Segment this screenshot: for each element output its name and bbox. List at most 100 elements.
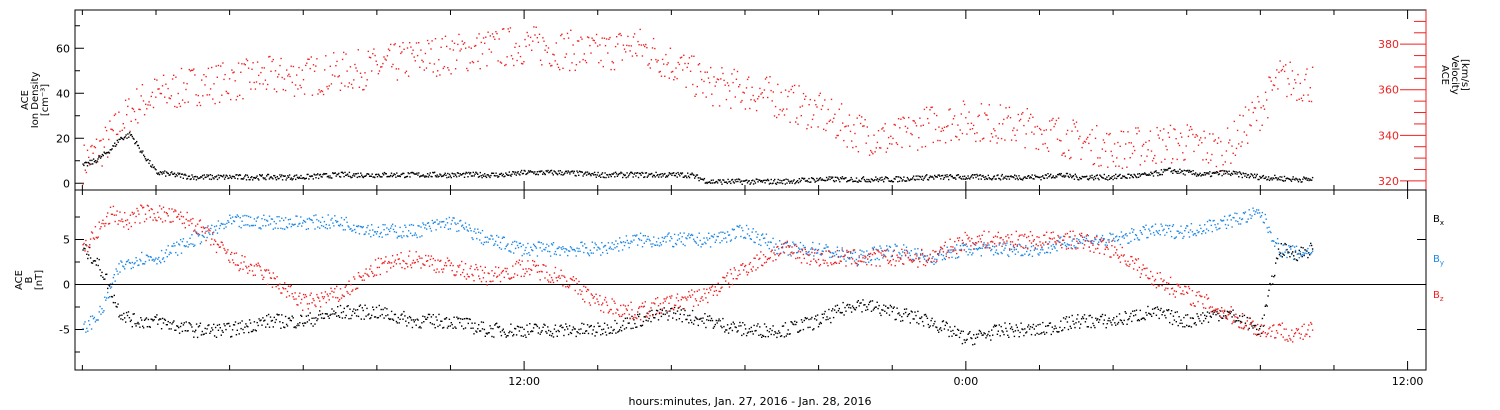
density-point xyxy=(332,172,334,174)
by-point xyxy=(711,235,714,238)
velocity-point xyxy=(601,37,603,39)
density-point xyxy=(179,172,181,175)
bx-point xyxy=(1266,305,1268,307)
by-point xyxy=(921,254,924,256)
bx-point xyxy=(250,330,253,333)
by-point xyxy=(292,224,294,226)
bx-point xyxy=(746,332,749,334)
by-point xyxy=(890,255,893,258)
velocity-point xyxy=(253,81,255,84)
density-point xyxy=(466,172,468,174)
by-point xyxy=(1037,253,1039,255)
bx-point xyxy=(801,321,804,323)
velocity-point xyxy=(745,87,748,89)
density-point xyxy=(1092,177,1094,179)
bx-point xyxy=(331,308,333,310)
density-point xyxy=(703,177,706,180)
velocity-point xyxy=(721,67,723,69)
velocity-point xyxy=(134,118,137,121)
density-point xyxy=(283,175,285,177)
velocity-point xyxy=(463,42,466,44)
density-point xyxy=(1089,175,1091,177)
bx-point xyxy=(570,332,573,335)
velocity-point xyxy=(666,63,668,66)
velocity-point xyxy=(629,50,631,52)
bx-point xyxy=(872,309,875,311)
density-point xyxy=(922,179,924,181)
bx-point xyxy=(618,330,620,332)
bx-point xyxy=(932,325,934,327)
density-point xyxy=(1249,175,1251,178)
by-point xyxy=(797,247,800,249)
bx-point xyxy=(1162,311,1164,313)
by-point xyxy=(462,226,465,229)
bx-point xyxy=(216,324,219,326)
bx-point xyxy=(184,330,186,332)
by-point xyxy=(314,228,316,230)
density-point xyxy=(899,176,902,179)
by-point xyxy=(915,252,917,255)
by-point xyxy=(891,255,893,257)
bx-point xyxy=(551,332,554,335)
velocity-point xyxy=(1085,138,1088,140)
velocity-point xyxy=(121,129,123,131)
bx-point xyxy=(92,260,95,262)
by-point xyxy=(296,215,298,217)
density-point xyxy=(1267,176,1270,178)
density-point xyxy=(670,172,672,175)
bx-point xyxy=(236,329,238,331)
velocity-point xyxy=(867,135,870,137)
density-point xyxy=(914,179,916,181)
density-point xyxy=(215,176,217,178)
velocity-point xyxy=(1024,147,1026,149)
by-point xyxy=(839,256,841,258)
bx-point xyxy=(974,343,976,345)
by-point xyxy=(858,256,860,259)
velocity-point xyxy=(232,72,234,74)
density-point xyxy=(310,175,312,178)
bx-point xyxy=(679,313,681,315)
velocity-point xyxy=(1160,161,1163,163)
density-point xyxy=(1159,173,1162,176)
density-point xyxy=(240,178,242,180)
density-point xyxy=(996,174,998,177)
density-point xyxy=(171,171,173,173)
density-point xyxy=(706,182,708,185)
density-point xyxy=(99,155,101,157)
bx-point xyxy=(624,317,627,320)
by-point xyxy=(967,254,969,256)
velocity-point xyxy=(466,67,468,70)
density-point xyxy=(1272,177,1274,179)
by-point xyxy=(583,251,585,254)
by-point xyxy=(859,249,861,251)
velocity-point xyxy=(312,64,315,66)
velocity-point xyxy=(574,69,576,71)
bx-point xyxy=(82,249,84,251)
velocity-point xyxy=(786,108,788,110)
velocity-point xyxy=(885,151,887,153)
bx-point xyxy=(753,324,755,327)
velocity-point xyxy=(741,99,743,102)
bx-point xyxy=(344,317,346,319)
bx-point xyxy=(160,318,162,320)
by-point xyxy=(683,232,685,234)
bx-point xyxy=(297,323,299,325)
velocity-point xyxy=(258,74,260,77)
velocity-point xyxy=(579,61,581,63)
by-point xyxy=(125,261,128,263)
bx-point xyxy=(899,314,901,316)
velocity-point xyxy=(576,40,579,42)
velocity-point xyxy=(1192,133,1194,136)
density-point xyxy=(84,162,86,164)
density-point xyxy=(917,175,919,177)
density-point xyxy=(402,172,404,174)
velocity-point xyxy=(1298,98,1300,100)
density-point xyxy=(1269,178,1272,180)
velocity-point xyxy=(496,32,498,35)
by-point xyxy=(540,242,542,244)
by-point xyxy=(768,247,770,250)
velocity-point xyxy=(1017,113,1019,116)
density-point xyxy=(558,172,561,175)
bx-point xyxy=(436,319,438,321)
